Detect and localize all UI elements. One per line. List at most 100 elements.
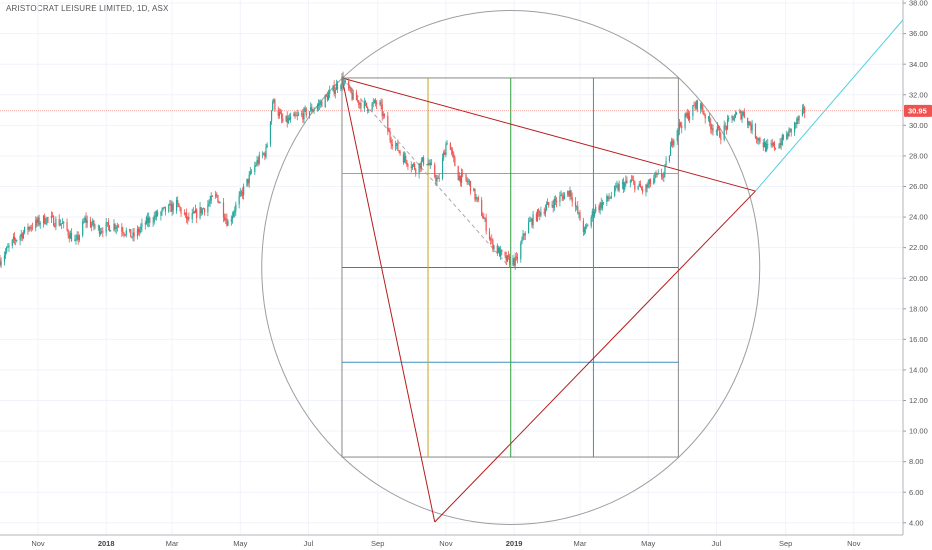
candle-body — [547, 202, 549, 205]
candle-body — [793, 122, 796, 133]
candle — [614, 185, 616, 198]
candle — [780, 137, 782, 150]
candle-body — [8, 245, 10, 247]
candle-body — [177, 199, 179, 204]
candle-body — [184, 212, 187, 215]
x-tick-label: Mar — [574, 539, 587, 548]
candle — [766, 139, 768, 152]
candle — [739, 108, 741, 114]
candle — [639, 180, 641, 188]
candle — [45, 217, 47, 225]
candle — [218, 200, 220, 204]
candle-body — [108, 225, 111, 232]
candle — [97, 224, 99, 231]
candle — [399, 149, 401, 156]
candle — [551, 201, 553, 208]
candle-body — [193, 211, 196, 213]
candle — [654, 172, 656, 183]
candle — [187, 216, 189, 225]
candle-body — [398, 150, 400, 152]
candle-body — [796, 118, 798, 125]
candle — [183, 209, 185, 216]
candle — [343, 78, 345, 86]
candle — [273, 98, 275, 104]
candle-body — [406, 160, 408, 165]
candle — [397, 139, 399, 152]
candle-body — [59, 224, 61, 226]
candle-body — [31, 227, 34, 229]
candle — [70, 228, 73, 242]
candle-body — [466, 179, 468, 183]
candle — [36, 216, 38, 227]
candle — [715, 129, 717, 136]
candle-body — [578, 212, 580, 214]
candle-body — [758, 138, 760, 141]
y-tick-label: 24.00 — [909, 213, 928, 222]
candle-body — [358, 100, 360, 105]
candle-body — [728, 117, 730, 120]
candle-body — [790, 128, 792, 133]
candle — [344, 79, 346, 84]
candle — [673, 138, 675, 148]
candle — [192, 207, 194, 214]
x-axis[interactable]: Nov 2018 Mar May Jul Sep Nov 2019 Mar May Jul Sep No… — [0, 534, 903, 548]
candle — [141, 218, 143, 233]
candle — [582, 217, 584, 237]
candle — [460, 168, 463, 187]
candle-body — [554, 198, 557, 201]
candle — [617, 182, 619, 192]
candle — [256, 155, 258, 167]
candle — [209, 195, 211, 208]
candle — [193, 210, 196, 214]
candle — [308, 111, 311, 119]
drawing-tools[interactable] — [0, 10, 904, 525]
candle-body — [681, 125, 683, 128]
candle — [364, 99, 367, 107]
grid-lines — [0, 0, 903, 535]
candle — [329, 85, 331, 98]
candle-body — [281, 113, 283, 119]
candle — [67, 228, 69, 239]
candle — [539, 210, 541, 221]
candle-body — [215, 194, 217, 197]
candle-body — [624, 183, 626, 190]
candle — [804, 105, 806, 119]
candle-body — [277, 109, 279, 116]
candle — [74, 234, 76, 242]
candle-body — [599, 202, 601, 211]
candle — [684, 112, 686, 131]
candle — [403, 151, 406, 163]
candle-body — [235, 204, 237, 212]
candle — [500, 245, 502, 260]
candle-body — [422, 157, 425, 165]
candle-body — [188, 216, 190, 220]
candle — [333, 80, 335, 97]
y-tick-label: 36.00 — [909, 29, 928, 38]
candle-body — [795, 122, 797, 125]
candle-body — [302, 113, 304, 120]
candle-body — [528, 221, 530, 234]
candle — [316, 103, 318, 112]
candle — [516, 253, 519, 264]
candle — [69, 230, 72, 239]
candle — [600, 197, 602, 211]
candle — [509, 253, 511, 267]
candle-body — [145, 217, 148, 225]
candle — [325, 93, 327, 98]
candle-body — [311, 106, 313, 112]
candle — [249, 167, 251, 176]
candle-body — [117, 226, 120, 228]
candle — [44, 213, 46, 225]
y-axis[interactable]: 4.00 6.00 8.00 10.00 12.00 14.00 16.00 18.00 20.… — [902, 0, 932, 535]
candle — [160, 210, 162, 221]
candle — [0, 257, 2, 269]
candle — [474, 188, 476, 202]
candle — [786, 130, 788, 141]
candle-body — [469, 181, 472, 192]
candle-body — [344, 80, 346, 82]
candle — [676, 128, 678, 145]
candle-body — [678, 122, 681, 131]
candle — [767, 138, 769, 150]
candle-body — [77, 235, 79, 241]
